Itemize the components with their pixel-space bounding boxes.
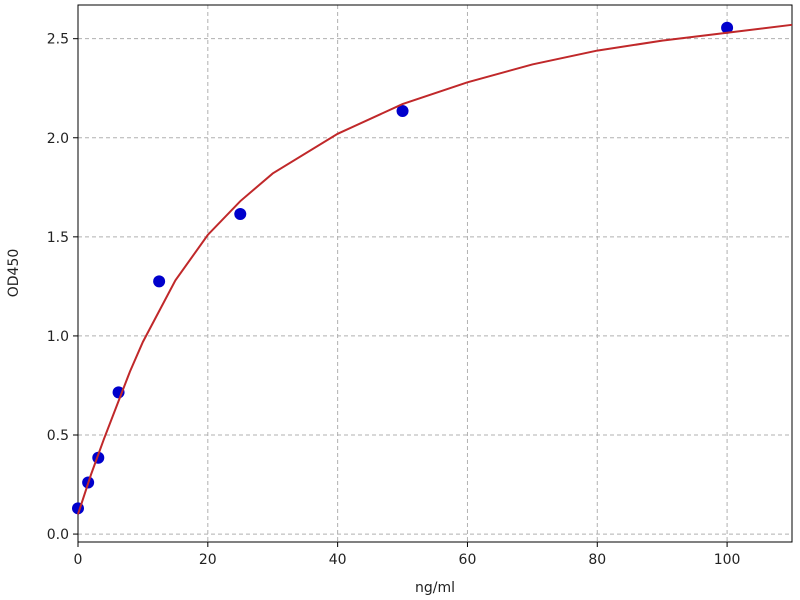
y-tick-label: 0.0 (47, 527, 69, 543)
data-point (721, 21, 734, 34)
x-tick-label: 60 (459, 552, 477, 568)
y-tick-label: 2.0 (47, 131, 69, 147)
x-tick-label: 40 (329, 552, 347, 568)
x-tick-label: 80 (588, 552, 606, 568)
fit-curve (77, 23, 793, 515)
x-tick-label: 20 (199, 552, 217, 568)
y-tick-label: 1.0 (47, 329, 69, 345)
y-axis-label: OD450 (6, 249, 22, 298)
y-tick-label: 0.5 (47, 428, 69, 444)
plot-frame (77, 4, 793, 543)
x-tick-label: 100 (714, 552, 741, 568)
y-tick-label: 1.5 (47, 230, 69, 246)
data-point (396, 105, 409, 118)
y-tick-label: 2.5 (47, 32, 69, 48)
x-axis-label: ng/ml (415, 580, 455, 596)
data-point (234, 208, 247, 221)
data-point (153, 275, 166, 288)
x-tick-label: 0 (74, 552, 83, 568)
